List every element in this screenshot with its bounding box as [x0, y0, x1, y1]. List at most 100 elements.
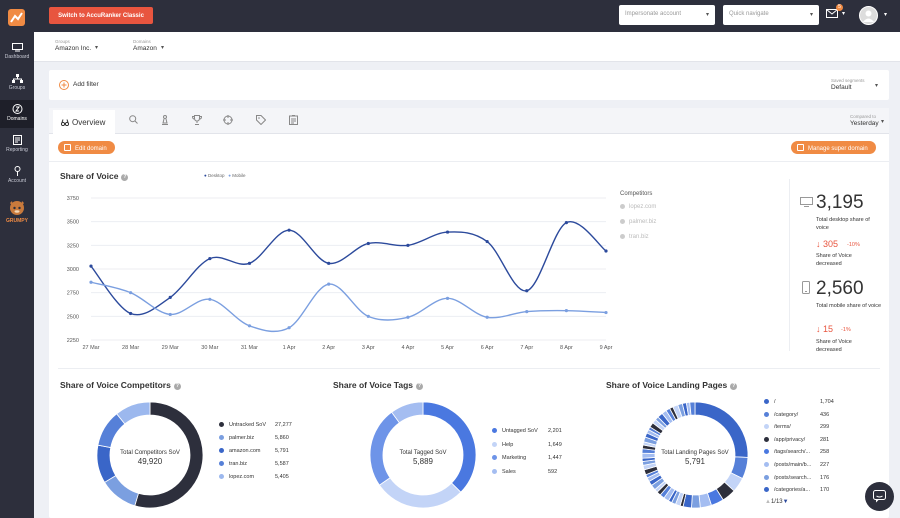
- donut-slice[interactable]: [378, 477, 462, 509]
- add-filter-button[interactable]: Add filter: [73, 81, 99, 88]
- legend-item[interactable]: Untagged SoV 2,201: [492, 428, 578, 434]
- data-point[interactable]: [89, 264, 93, 268]
- arrow-down-icon[interactable]: ▼: [782, 499, 789, 505]
- donut-slice[interactable]: [391, 401, 424, 424]
- data-point[interactable]: [247, 324, 252, 328]
- chevron-down-icon[interactable]: ▾: [881, 119, 885, 125]
- tag-icon[interactable]: [256, 115, 266, 125]
- accuranker-logo[interactable]: [8, 9, 25, 26]
- legend-item[interactable]: Sales 592: [492, 468, 578, 475]
- manage-super-domain-button[interactable]: Manage super domain: [791, 141, 876, 154]
- arrow-up-icon[interactable]: ▲: [765, 499, 771, 505]
- data-point[interactable]: [129, 291, 133, 295]
- trophy-icon[interactable]: [192, 115, 202, 125]
- legend-item[interactable]: /posts/main/b... 227: [764, 462, 850, 468]
- data-point[interactable]: [445, 296, 450, 300]
- data-point[interactable]: [604, 249, 608, 253]
- chevron-down-icon[interactable]: ▾: [161, 45, 165, 51]
- legend-item[interactable]: / 1,704: [764, 399, 850, 405]
- crosshair-icon[interactable]: [223, 115, 233, 125]
- chess-pawn-icon[interactable]: [161, 115, 169, 125]
- legend-desktop[interactable]: Desktop: [207, 173, 225, 178]
- competitor-item[interactable]: tran.biz: [620, 234, 649, 240]
- messages-button[interactable]: [826, 9, 838, 20]
- groups-select[interactable]: Amazon Inc.: [55, 45, 92, 52]
- chevron-down-icon[interactable]: ▾: [875, 83, 879, 89]
- help-icon[interactable]: ?: [730, 383, 738, 390]
- data-point[interactable]: [406, 243, 410, 247]
- chevron-down-icon[interactable]: ▾: [95, 45, 99, 51]
- legend-item[interactable]: palmer.biz 5,860: [219, 435, 305, 441]
- competitor-item[interactable]: lopez.com: [620, 204, 656, 210]
- chevron-down-icon[interactable]: ▾: [884, 12, 888, 18]
- legend-item[interactable]: /posts/search... 176: [764, 474, 850, 481]
- sidebar-item-grumpy[interactable]: GRUMPY: [0, 195, 34, 229]
- series-line-mobile[interactable]: [90, 281, 607, 333]
- data-point[interactable]: [564, 221, 568, 225]
- donut-slice[interactable]: [422, 401, 477, 493]
- competitor-item[interactable]: palmer.biz: [620, 219, 656, 225]
- chevron-down-icon[interactable]: ▾: [842, 11, 846, 17]
- data-point[interactable]: [485, 239, 489, 244]
- tab-overview[interactable]: Overview: [53, 110, 115, 134]
- data-point[interactable]: [168, 295, 172, 299]
- data-point[interactable]: [247, 261, 252, 265]
- data-point[interactable]: [366, 314, 370, 318]
- donut-slice[interactable]: [96, 444, 117, 483]
- data-point[interactable]: [406, 315, 410, 319]
- data-point[interactable]: [525, 289, 529, 293]
- donut-slice[interactable]: [689, 401, 696, 416]
- impersonate-account-select[interactable]: Impersonate account ▾: [619, 5, 715, 25]
- chat-button[interactable]: [865, 482, 894, 511]
- quick-navigate-select[interactable]: Quick navigate ▾: [723, 5, 819, 25]
- avatar[interactable]: [859, 6, 878, 25]
- legend-item[interactable]: /terms/299: [764, 424, 850, 430]
- sidebar-item-dashboard[interactable]: Dashboard: [0, 39, 34, 67]
- legend-item[interactable]: amazon.com 5,791: [219, 448, 305, 454]
- edit-domain-button[interactable]: Edit domain: [58, 141, 115, 154]
- sidebar-item-domains[interactable]: Domains: [0, 100, 34, 128]
- legend-item[interactable]: /app/privacy/281: [764, 436, 850, 443]
- compared-to-select[interactable]: Yesterday: [850, 120, 879, 127]
- help-icon[interactable]: ?: [416, 383, 423, 390]
- domains-select[interactable]: Amazon: [133, 45, 157, 52]
- donut-slice[interactable]: [691, 494, 701, 509]
- data-point[interactable]: [604, 310, 608, 315]
- legend-item[interactable]: lopez.com 5,405: [219, 474, 305, 480]
- legend-item[interactable]: /tags/search/... 258: [764, 449, 850, 455]
- help-icon[interactable]: ?: [121, 174, 129, 181]
- legend-item[interactable]: Untracked SoV 27,277: [219, 422, 305, 428]
- legend-item[interactable]: tran.biz 5,587: [219, 461, 305, 467]
- legend-item[interactable]: Help 1,649: [492, 441, 578, 448]
- search-icon[interactable]: [129, 115, 138, 124]
- data-point[interactable]: [208, 297, 212, 301]
- data-point[interactable]: [564, 309, 568, 313]
- donut-slice[interactable]: [116, 401, 151, 425]
- data-point[interactable]: [445, 230, 450, 234]
- data-point[interactable]: [287, 326, 291, 330]
- data-point[interactable]: [327, 282, 331, 286]
- series-line-desktop[interactable]: [90, 221, 607, 316]
- clipboard-icon[interactable]: [289, 115, 298, 125]
- data-point[interactable]: [366, 241, 370, 246]
- legend-item[interactable]: /category/436: [764, 411, 850, 418]
- data-point[interactable]: [525, 310, 529, 314]
- data-point[interactable]: [168, 312, 172, 317]
- data-point[interactable]: [327, 261, 331, 265]
- data-point[interactable]: [89, 280, 93, 284]
- sidebar-item-account[interactable]: Account: [0, 162, 34, 190]
- data-point[interactable]: [208, 256, 212, 261]
- data-point[interactable]: [129, 311, 133, 316]
- legend-item[interactable]: /categories/a... 170: [764, 487, 850, 493]
- legend-item[interactable]: Marketing 1,447: [492, 455, 578, 461]
- data-point[interactable]: [287, 228, 291, 232]
- data-point[interactable]: [485, 315, 489, 319]
- sidebar-item-groups[interactable]: Groups: [0, 70, 34, 98]
- sidebar-item-reporting[interactable]: Reporting: [0, 131, 34, 159]
- help-icon[interactable]: ?: [173, 383, 181, 390]
- add-filter-icon[interactable]: [59, 80, 69, 90]
- donut-slice[interactable]: [369, 411, 400, 486]
- saved-segments-select[interactable]: Default: [831, 84, 852, 91]
- donut-slice[interactable]: [104, 475, 139, 507]
- switch-classic-button[interactable]: Switch to AccuRanker Classic: [49, 7, 153, 24]
